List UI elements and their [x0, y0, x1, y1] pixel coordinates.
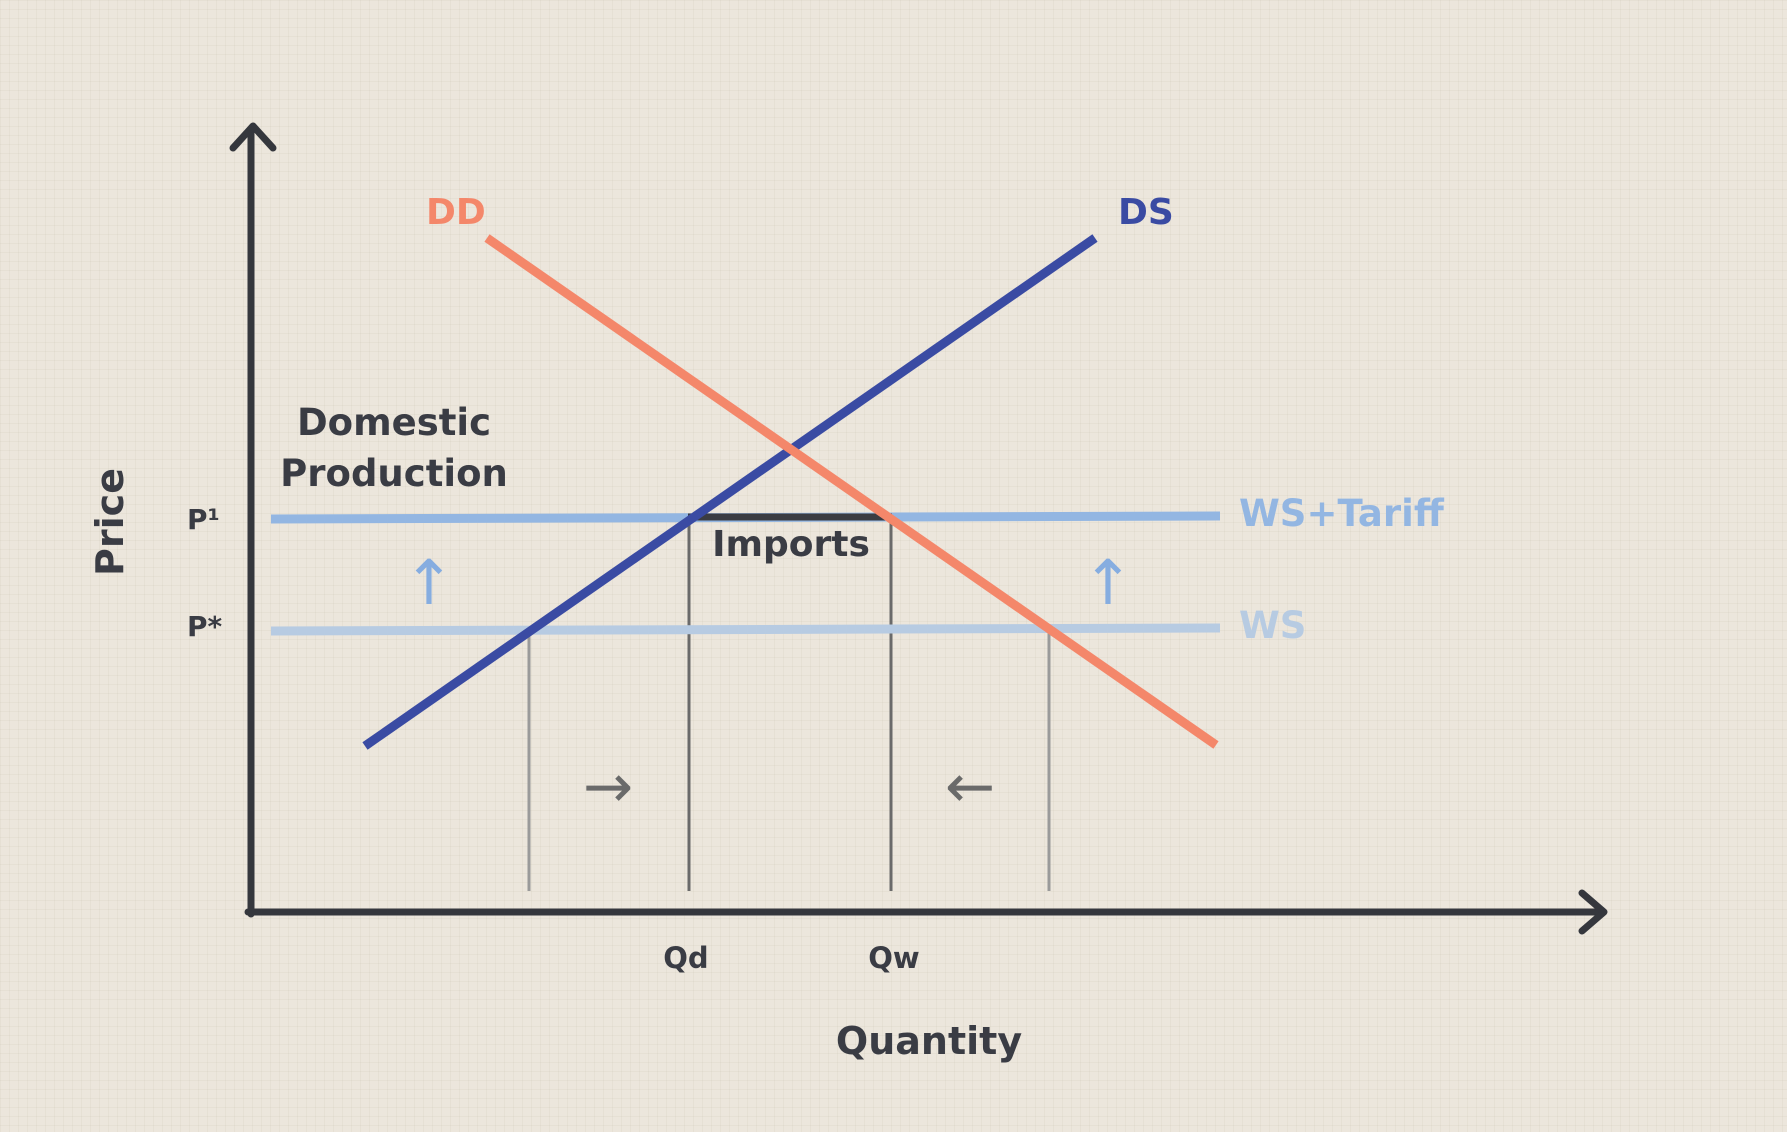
up-arrow-left: ↑: [403, 546, 455, 619]
domestic-production-label-line2: Production: [280, 452, 508, 495]
ws-label: WS: [1239, 604, 1306, 647]
domestic-production-label-line1: Domestic: [297, 401, 491, 444]
price-tick-p1: P¹: [187, 503, 220, 536]
quantity-guides: [527, 517, 1051, 891]
axes: [229, 122, 1608, 935]
up-arrow-right: ↑: [1082, 546, 1134, 619]
price-tick-pstar: P*: [187, 610, 223, 643]
y-axis-arrowhead: [229, 122, 277, 152]
x-axis-arrowhead: [1578, 889, 1608, 935]
ws-tariff-label: WS+Tariff: [1239, 492, 1445, 535]
supply-curve-label: DS: [1118, 192, 1174, 233]
x-axis-title: Quantity: [836, 1019, 1022, 1063]
ws-line: [270, 623, 1221, 636]
quantity-tick-qd: Qd: [663, 941, 708, 975]
y-axis-title: Price: [88, 468, 132, 576]
imports-label: Imports: [712, 524, 870, 565]
domestic-supply-curve: [362, 234, 1098, 750]
demand-curve-label: DD: [426, 192, 486, 233]
left-arrow: ←: [945, 752, 995, 822]
right-arrow: →: [583, 752, 633, 822]
domestic-demand-curve: [484, 234, 1219, 749]
quantity-tick-qw: Qw: [868, 941, 919, 975]
curves: [362, 234, 1219, 750]
